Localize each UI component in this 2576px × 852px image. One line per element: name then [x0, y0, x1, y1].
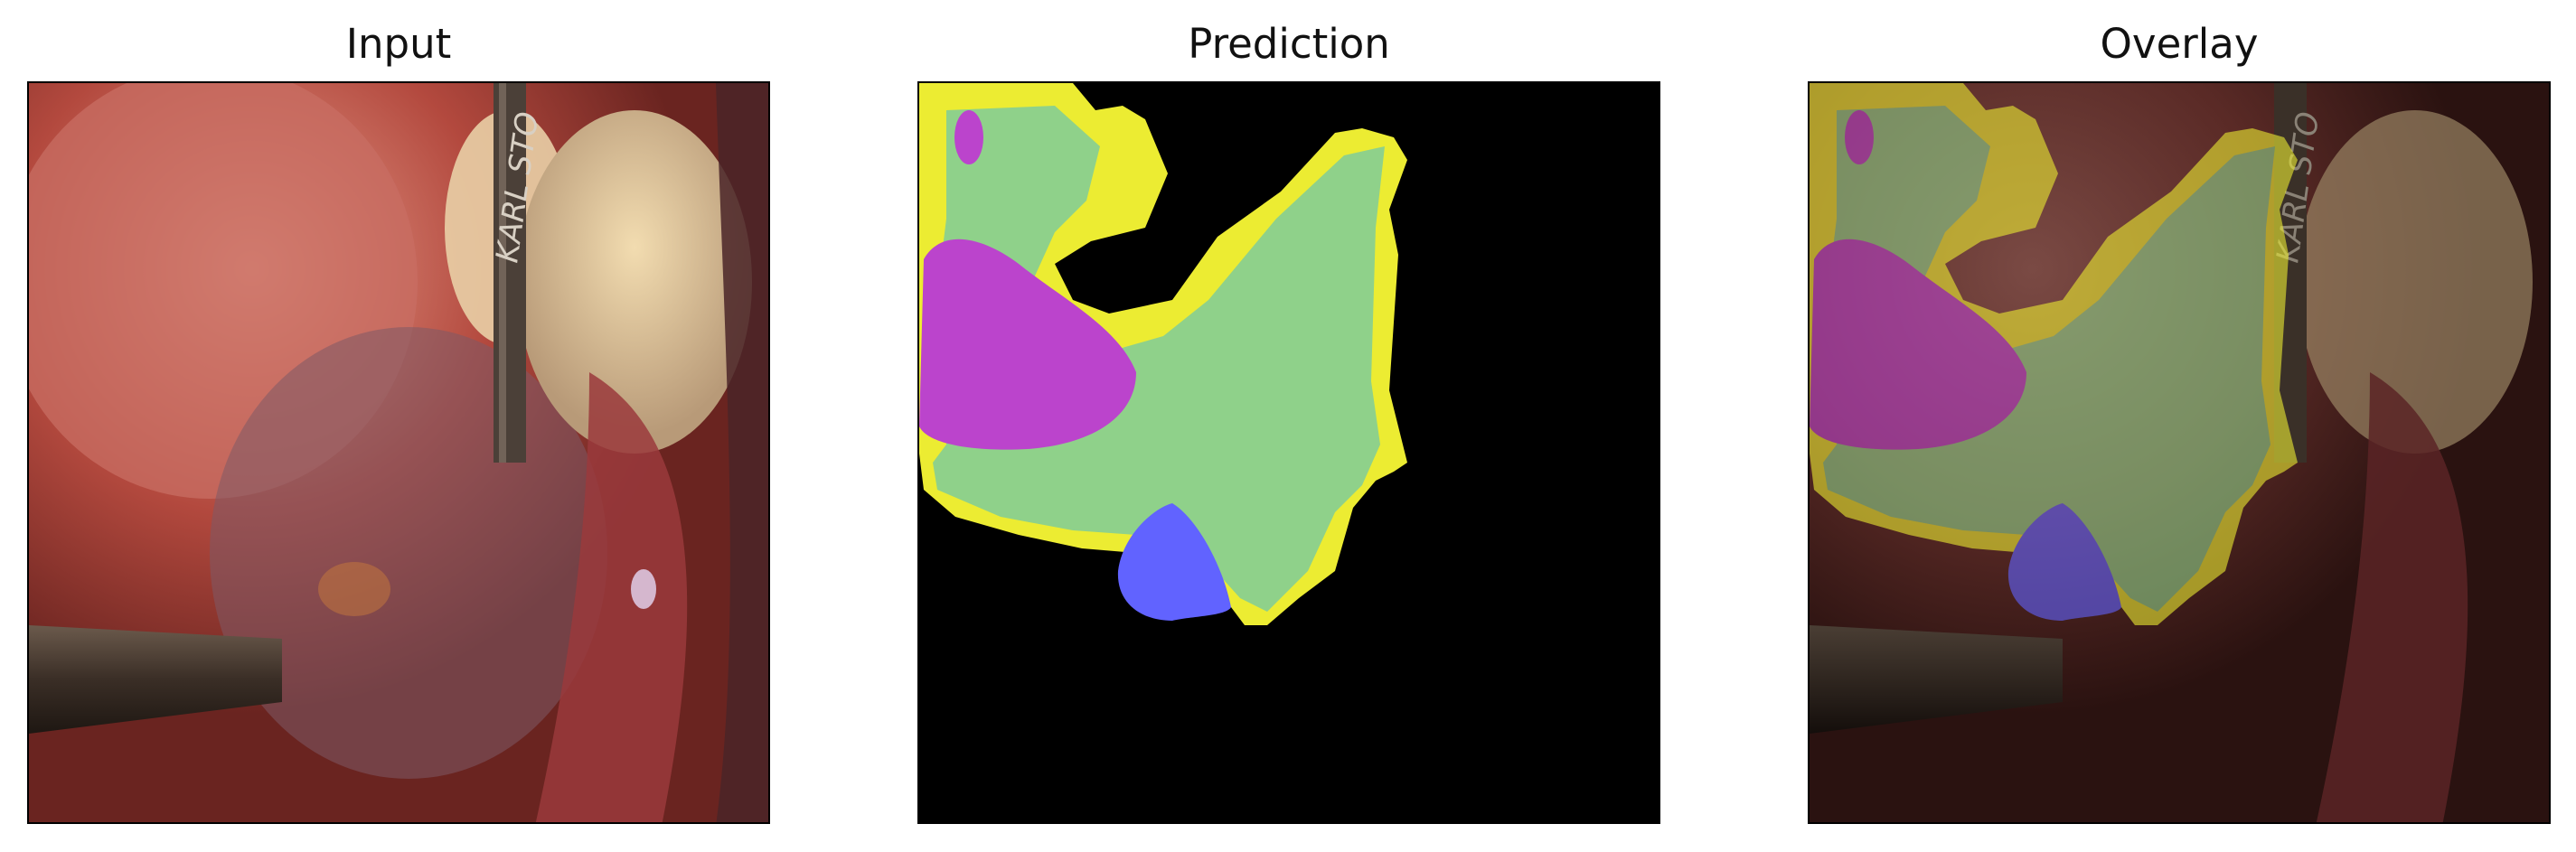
segmentation-mask — [919, 83, 1659, 822]
overlay-title: Overlay — [2100, 20, 2259, 68]
prediction-title: Prediction — [1188, 20, 1390, 68]
grasper-instrument — [29, 625, 282, 734]
input-title: Input — [345, 20, 452, 68]
surgical-scene-image: KARL STO — [29, 83, 768, 822]
mask-region-magenta — [919, 239, 1136, 450]
mask-region-blue — [1117, 503, 1231, 621]
overlay-composite: KARL STO — [1810, 83, 2549, 822]
input-image: KARL STO — [27, 81, 770, 824]
input-panel: Input — [27, 0, 770, 852]
prediction-panel: Prediction — [917, 0, 1660, 852]
mask-region-green — [933, 106, 1385, 612]
overlay-panel: Overlay KARL STO — [1808, 0, 2551, 852]
mask-region-magenta-small — [954, 110, 983, 164]
prediction-mask — [917, 81, 1660, 824]
overlay-image: KARL STO — [1808, 81, 2551, 824]
